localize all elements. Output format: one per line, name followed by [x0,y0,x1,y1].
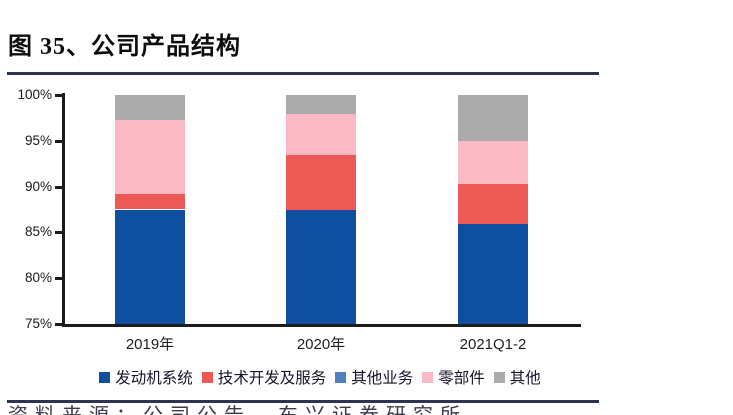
legend-label: 零部件 [438,370,485,387]
source-note: 资料来源：公司公告，东兴证券研究所 [8,404,728,415]
y-axis-tick-label: 90% [24,178,52,194]
y-axis-tick [55,185,63,189]
legend-label: 其他业务 [351,370,414,387]
legend-item: 发动机系统 [99,366,193,388]
figure-title: 图 35、公司产品结构 [8,34,241,60]
x-category-label: 2021Q1-2 [459,336,527,353]
y-axis-tick-label: 80% [24,270,52,286]
y-axis-tick-label: 100% [17,87,52,102]
legend-label: 技术开发及服务 [217,370,327,387]
legend-swatch-icon [99,371,111,383]
x-category-label: 2020年 [296,336,346,353]
legend-label: 发动机系统 [115,370,193,387]
y-axis-tick [55,323,63,326]
y-axis-tick [55,231,63,235]
bottom-divider [7,400,599,403]
bar-segment [115,193,185,210]
legend-item: 其他 [493,366,541,388]
legend-item: 其他业务 [335,366,413,388]
chart-legend: 发动机系统 技术开发及服务 其他业务 零部件 其他 [70,366,570,388]
bar-segment [286,155,356,211]
legend-item: 零部件 [422,366,485,388]
bar-segment [458,140,528,184]
bar-segment [458,95,528,141]
x-axis-line [62,324,581,327]
y-axis-tick-label: 75% [24,316,52,331]
legend-item: 技术开发及服务 [201,366,327,388]
bar-segment [115,209,185,324]
legend-swatch-icon [201,371,213,383]
y-axis-tick-label: 95% [24,132,52,148]
y-axis-tick [55,277,63,281]
bar-segment [115,95,185,120]
x-category-label: 2019年 [125,336,175,353]
bar-segment [458,224,528,324]
y-axis-line [62,93,65,327]
y-axis-tick [55,94,63,97]
bar-segment [286,95,356,115]
bar-segment [286,114,356,156]
legend-swatch-icon [422,371,434,383]
legend-swatch-icon [493,371,505,383]
title-divider [7,72,599,75]
y-axis-tick [55,139,63,143]
legend-swatch-icon [335,371,347,383]
bar-segment [115,119,185,194]
y-axis-tick-label: 85% [24,224,52,240]
bar-segment [458,183,528,225]
legend-label: 其他 [509,370,541,387]
bar-segment [286,210,356,324]
